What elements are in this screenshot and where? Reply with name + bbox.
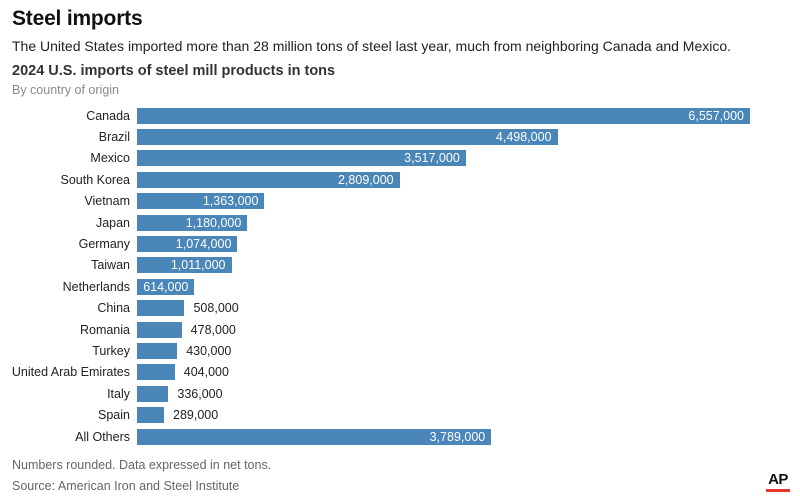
bar: 2,809,000: [137, 171, 400, 188]
bar-category-label: Spain: [98, 408, 130, 423]
bar-value-label: 404,000: [183, 365, 229, 380]
bar-row: United Arab Emirates 404,000: [0, 362, 800, 383]
ap-logo-text: AP: [768, 471, 788, 488]
bar-category-label: Mexico: [90, 151, 130, 166]
bar-value-label: 3,517,000: [404, 151, 460, 166]
bar-row: Germany 1,074,000: [0, 233, 800, 254]
bar-category-label: Romania: [79, 322, 130, 337]
bar-value-label: 6,557,000: [688, 108, 744, 123]
bar-track: 614,000: [137, 278, 800, 295]
bar-track: 336,000: [137, 385, 800, 402]
steel-imports-infographic: Steel imports The United States imported…: [0, 6, 800, 500]
footnote: Numbers rounded. Data expressed in net t…: [12, 458, 272, 473]
bar-row: Turkey 430,000: [0, 340, 800, 361]
bar-category-label: Vietnam: [84, 194, 130, 209]
bar: [137, 321, 182, 338]
bar: [137, 342, 178, 359]
bar-row: Romania 478,000: [0, 319, 800, 340]
bar-category-label: Taiwan: [91, 258, 130, 273]
bar: [137, 407, 165, 424]
bar: 614,000: [137, 278, 195, 295]
bar-track: 289,000: [137, 407, 800, 424]
bar-category-label: All Others: [75, 429, 130, 444]
bar: 1,011,000: [137, 257, 232, 274]
bar-track: 6,557,000: [137, 107, 800, 124]
bar-value-label: 430,000: [186, 343, 232, 358]
bar-row: South Korea 2,809,000: [0, 169, 800, 190]
chart-subtitle: By country of origin: [12, 83, 119, 97]
bar-track: 4,498,000: [137, 129, 800, 146]
bar-category-label: Italy: [107, 386, 130, 401]
bar-row: Canada 6,557,000: [0, 105, 800, 126]
chart-title: 2024 U.S. imports of steel mill products…: [12, 63, 336, 79]
bar-row: Taiwan 1,011,000: [0, 255, 800, 276]
bar: [137, 364, 175, 381]
bar-row: Netherlands 614,000: [0, 276, 800, 297]
bar-track: 1,363,000: [137, 193, 800, 210]
bar-category-label: Netherlands: [62, 279, 130, 294]
bar-track: 3,789,000: [137, 428, 800, 445]
bar-track: 3,517,000: [137, 150, 800, 167]
bar: 1,363,000: [137, 193, 265, 210]
bar-value-label: 4,498,000: [495, 130, 552, 145]
bar: 3,789,000: [137, 428, 492, 445]
bar-value-label: 1,011,000: [170, 258, 226, 273]
bar-category-label: Turkey: [92, 343, 130, 358]
bar-value-label: 336,000: [177, 386, 223, 401]
bar: [137, 300, 185, 317]
bar-track: 1,074,000: [137, 236, 800, 253]
bar-category-label: South Korea: [60, 172, 131, 187]
source-line: Source: American Iron and Steel Institut…: [12, 479, 240, 494]
bar-row: Brazil 4,498,000: [0, 126, 800, 147]
bar: 1,180,000: [137, 214, 248, 231]
bar-category-label: United Arab Emirates: [11, 365, 130, 380]
bar-track: 508,000: [137, 300, 800, 317]
bar-chart: Canada 6,557,000 Brazil 4,498,000 Mexico 3,51…: [0, 105, 800, 447]
bar-value-label: 478,000: [190, 322, 236, 337]
bar-value-label: 508,000: [193, 301, 239, 316]
bar-row: Italy 336,000: [0, 383, 800, 404]
bar-category-label: Japan: [95, 215, 130, 230]
bar-category-label: Brazil: [98, 130, 130, 145]
ap-logo-underline: [766, 489, 790, 492]
bar: 1,074,000: [137, 236, 238, 253]
bar-row: Japan 1,180,000: [0, 212, 800, 233]
bar-row: Mexico 3,517,000: [0, 148, 800, 169]
ap-logo: AP: [766, 472, 790, 492]
bar: 6,557,000: [137, 107, 750, 124]
bar-value-label: 614,000: [143, 279, 189, 294]
bar-category-label: China: [97, 301, 130, 316]
bar-value-label: 3,789,000: [429, 429, 486, 444]
bar-track: 404,000: [137, 364, 800, 381]
bar-category-label: Germany: [78, 237, 130, 252]
bar-track: 1,180,000: [137, 214, 800, 231]
bar-track: 2,809,000: [137, 171, 800, 188]
page-title: Steel imports: [12, 7, 143, 30]
bar-row: China 508,000: [0, 298, 800, 319]
bar: 3,517,000: [137, 150, 466, 167]
bar-value-label: 1,363,000: [202, 194, 259, 209]
bar-track: 1,011,000: [137, 257, 800, 274]
bar-row: All Others 3,789,000: [0, 426, 800, 447]
bar-track: 430,000: [137, 342, 800, 359]
bar-row: Spain 289,000: [0, 404, 800, 425]
bar-value-label: 1,180,000: [185, 215, 242, 230]
bar-track: 478,000: [137, 321, 800, 338]
page-subtitle: The United States imported more than 28 …: [12, 38, 732, 54]
bar: [137, 385, 169, 402]
bar: 4,498,000: [137, 129, 558, 146]
bar-category-label: Canada: [86, 108, 130, 123]
bar-value-label: 1,074,000: [175, 237, 232, 252]
bar-value-label: 2,809,000: [337, 172, 394, 187]
bar-row: Vietnam 1,363,000: [0, 191, 800, 212]
bar-value-label: 289,000: [173, 408, 219, 423]
